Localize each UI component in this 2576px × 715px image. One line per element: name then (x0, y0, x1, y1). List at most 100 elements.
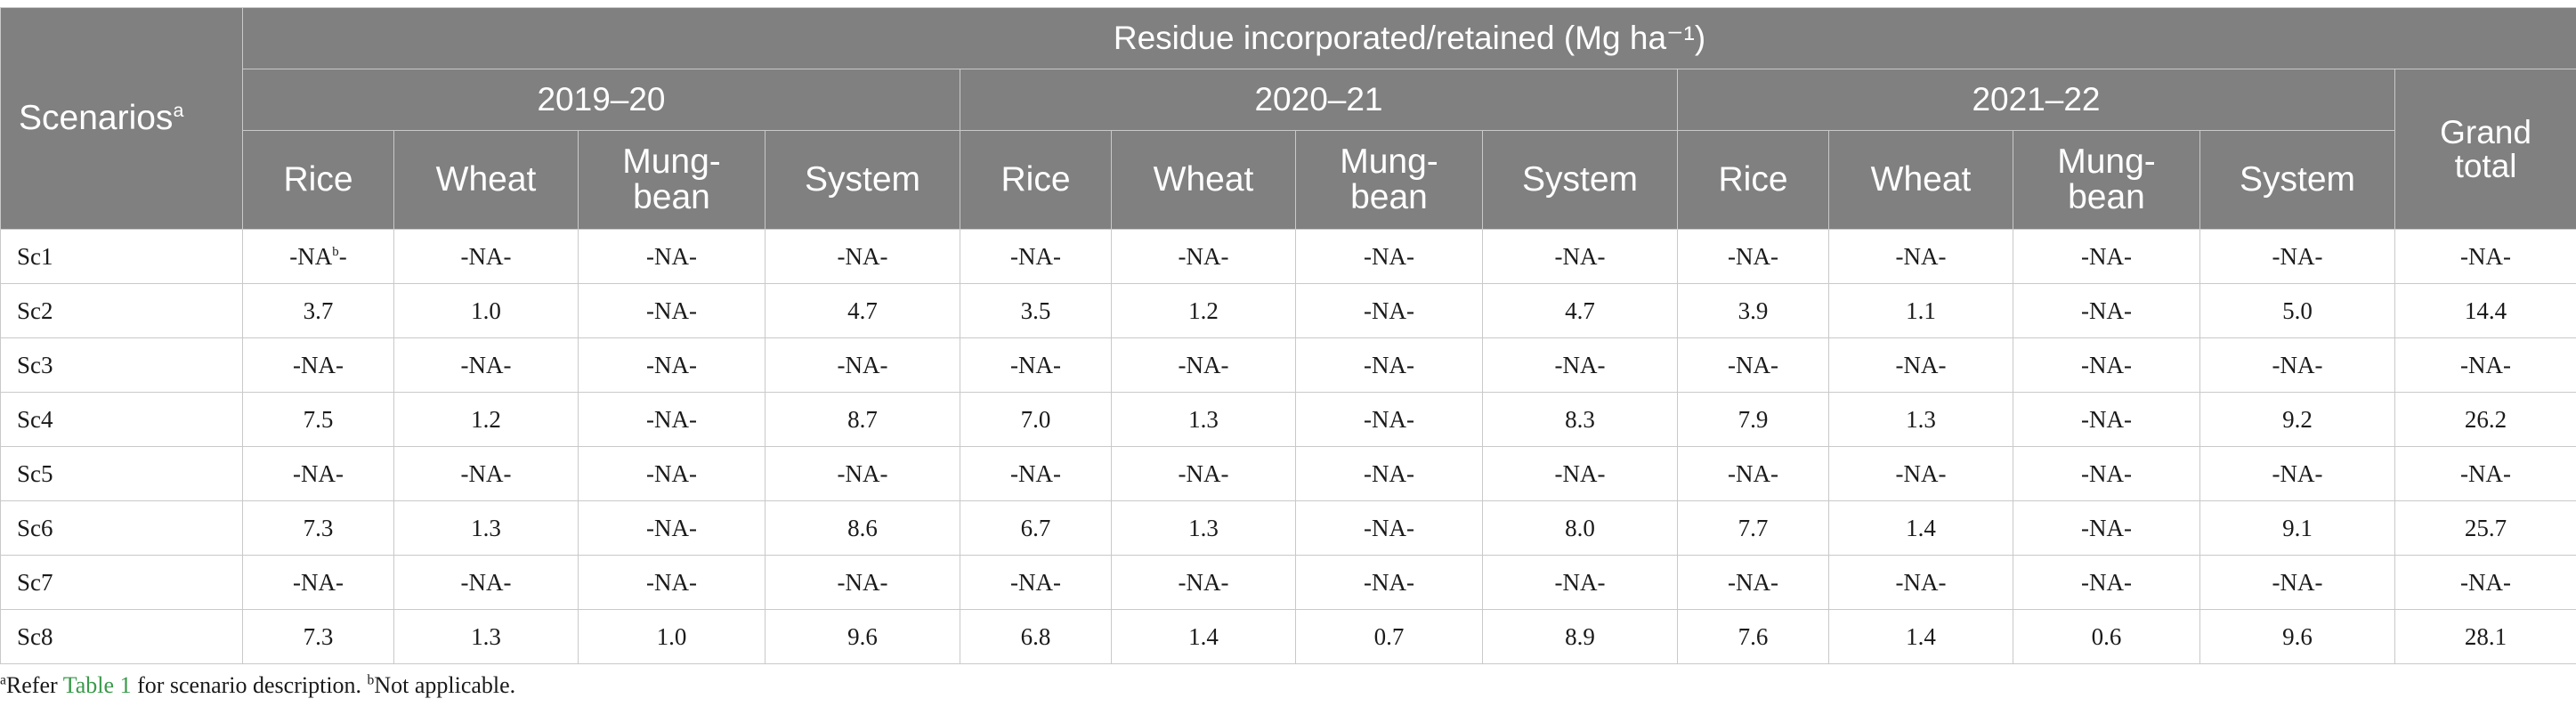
value-cell: 9.2 (2199, 392, 2395, 447)
value-cell: -NA- (1111, 446, 1296, 501)
value-cell: -NA- (1482, 555, 1678, 610)
grand-total-header: Grand total (2394, 69, 2576, 230)
crop-header: Wheat (393, 130, 579, 230)
value-cell: 8.9 (1482, 609, 1678, 664)
scenario-cell: Sc2 (0, 283, 243, 338)
scenarios-header: Scenariosa (0, 7, 243, 230)
year-header: 2019–20 (242, 69, 960, 131)
value-cell: -NA- (1828, 229, 2013, 284)
value-cell: -NA- (393, 337, 579, 393)
value-cell: -NA- (2394, 337, 2576, 393)
value-cell: -NA- (2199, 337, 2395, 393)
value-cell: -NA- (2394, 446, 2576, 501)
value-cell: 6.7 (960, 500, 1112, 556)
value-cell: 1.2 (393, 392, 579, 447)
value-cell: -NA- (578, 555, 766, 610)
value-cell: 9.6 (765, 609, 960, 664)
value-cell: -NA- (1111, 337, 1296, 393)
table-footnote: aRefer Table 1 for scenario description.… (0, 672, 516, 698)
value-cell: 7.3 (242, 609, 394, 664)
value-cell: -NA- (1295, 283, 1483, 338)
scenario-cell: Sc8 (0, 609, 243, 664)
crop-header: Wheat (1828, 130, 2013, 230)
value-cell: 26.2 (2394, 392, 2576, 447)
value-cell: 1.4 (1828, 609, 2013, 664)
value-cell: 7.5 (242, 392, 394, 447)
value-cell: -NA- (242, 446, 394, 501)
value-cell: -NA- (765, 555, 960, 610)
value-cell: 8.3 (1482, 392, 1678, 447)
value-cell: -NA- (2394, 229, 2576, 284)
value-cell: -NA- (1295, 229, 1483, 284)
value-cell: 1.3 (393, 609, 579, 664)
value-cell: 1.1 (1828, 283, 2013, 338)
value-cell: -NA- (1828, 337, 2013, 393)
value-cell: -NA- (1295, 446, 1483, 501)
scenario-cell: Sc4 (0, 392, 243, 447)
value-cell: -NA- (1111, 555, 1296, 610)
value-cell: -NA- (765, 446, 960, 501)
value-cell: -NA- (2199, 555, 2395, 610)
value-cell: -NA- (960, 555, 1112, 610)
value-cell: 28.1 (2394, 609, 2576, 664)
value-cell: -NA- (2013, 500, 2200, 556)
table-row: Sc8 7.3 1.3 1.0 9.6 6.8 1.4 0.7 8.9 7.6 1.4 0.6 9.6 2… (0, 609, 2576, 664)
value-cell: -NA- (1482, 337, 1678, 393)
table-1-link[interactable]: Table 1 (62, 672, 132, 698)
crop-header: Mung-bean (2013, 130, 2200, 230)
year-header: 2020–21 (960, 69, 1678, 131)
value-cell: -NA- (2394, 555, 2576, 610)
table-row: Sc3 -NA- -NA- -NA- -NA- -NA- -NA- -NA- -NA- -NA- -… (0, 337, 2576, 393)
year-header: 2021–22 (1677, 69, 2395, 131)
value-cell: -NA- (2013, 392, 2200, 447)
value-cell: -NA- (1295, 500, 1483, 556)
crop-header: System (2199, 130, 2395, 230)
value-cell: 7.0 (960, 392, 1112, 447)
value-cell: -NA- (393, 446, 579, 501)
value-cell: 4.7 (765, 283, 960, 338)
value-cell: -NA- (242, 337, 394, 393)
residue-group-header: Residue incorporated/retained (Mg ha⁻¹) (241, 7, 2576, 69)
table-row: Sc2 3.7 1.0 -NA- 4.7 3.5 1.2 -NA- 4.7 3.9 1.1 -NA- 5… (0, 283, 2576, 338)
value-cell: -NA- (1111, 229, 1296, 284)
value-cell: 1.2 (1111, 283, 1296, 338)
value-cell: -NA- (2013, 337, 2200, 393)
value-cell: 1.4 (1828, 500, 2013, 556)
crop-header: Wheat (1111, 130, 1296, 230)
value-cell: 1.3 (1111, 392, 1296, 447)
value-cell: 7.3 (242, 500, 394, 556)
crop-header: Rice (242, 130, 394, 230)
value-cell: 1.3 (1828, 392, 2013, 447)
value-cell: 8.0 (1482, 500, 1678, 556)
scenario-cell: Sc7 (0, 555, 243, 610)
value-cell: 1.0 (393, 283, 579, 338)
crop-header: Rice (960, 130, 1112, 230)
value-cell: 3.9 (1677, 283, 1829, 338)
value-cell: -NA- (2013, 446, 2200, 501)
value-cell: 3.7 (242, 283, 394, 338)
value-cell: 1.4 (1111, 609, 1296, 664)
value-cell: 8.6 (765, 500, 960, 556)
value-cell: -NA- (2013, 283, 2200, 338)
value-cell: 6.8 (960, 609, 1112, 664)
value-cell: 7.9 (1677, 392, 1829, 447)
value-cell: -NA- (765, 337, 960, 393)
value-cell: -NA- (242, 555, 394, 610)
value-cell: 25.7 (2394, 500, 2576, 556)
crop-header: Mung-bean (578, 130, 766, 230)
value-cell: -NA- (1295, 392, 1483, 447)
value-cell: 8.7 (765, 392, 960, 447)
value-cell: 1.3 (393, 500, 579, 556)
value-cell: -NA- (578, 283, 766, 338)
value-cell: 14.4 (2394, 283, 2576, 338)
value-cell: 1.0 (578, 609, 766, 664)
value-cell: -NA- (578, 446, 766, 501)
value-cell: -NA- (578, 500, 766, 556)
crop-header: System (1482, 130, 1678, 230)
value-cell: -NA- (578, 229, 766, 284)
value-cell: 9.1 (2199, 500, 2395, 556)
value-cell: -NA- (2013, 229, 2200, 284)
value-cell: -NA- (1482, 446, 1678, 501)
table-row: Sc7 -NA- -NA- -NA- -NA- -NA- -NA- -NA- -NA- -NA- -… (0, 555, 2576, 610)
value-cell: -NA- (765, 229, 960, 284)
